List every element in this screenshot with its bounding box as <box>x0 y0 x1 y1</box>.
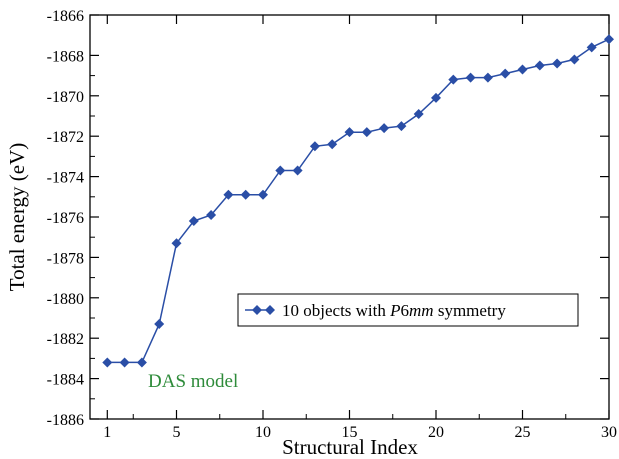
das-model-annotation: DAS model <box>148 371 238 392</box>
data-point-marker <box>119 357 130 368</box>
data-point-marker <box>465 72 476 83</box>
y-tick-label: -1868 <box>47 48 84 65</box>
data-point-marker <box>379 123 390 134</box>
x-tick-label: 10 <box>255 424 271 441</box>
y-tick-label: -1884 <box>47 372 84 389</box>
y-tick-label: -1870 <box>47 89 84 106</box>
x-tick-label: 30 <box>601 424 617 441</box>
data-point-marker <box>258 189 268 200</box>
data-point-marker <box>188 216 199 227</box>
data-point-marker <box>275 165 286 176</box>
legend: 10 objects with P6mm symmetry <box>237 293 579 327</box>
data-point-marker <box>569 54 580 65</box>
x-tick-label: 25 <box>515 424 531 441</box>
data-point-marker <box>292 165 303 176</box>
data-point-marker <box>604 34 614 45</box>
data-point-marker <box>482 72 493 83</box>
y-tick-label: -1866 <box>47 8 84 25</box>
data-point-marker <box>517 64 528 75</box>
y-tick-label: -1878 <box>47 250 84 267</box>
data-point-marker <box>136 357 147 368</box>
plot-frame <box>89 14 610 420</box>
x-axis-ticks: 1 5 10 15 20 25 30 <box>103 15 617 441</box>
data-point-marker <box>344 127 355 138</box>
data-point-marker <box>396 121 407 132</box>
data-point-marker <box>431 92 441 103</box>
data-point-marker <box>102 357 113 368</box>
legend-marker <box>252 305 262 315</box>
data-point-marker <box>206 209 217 220</box>
data-point-marker <box>309 141 320 152</box>
y-tick-label: -1880 <box>47 291 84 308</box>
x-tick-label: 20 <box>428 424 444 441</box>
x-tick-label: 1 <box>103 424 111 441</box>
data-point-marker <box>500 68 511 79</box>
data-point-marker <box>171 238 182 249</box>
x-tick-label: 5 <box>173 424 181 441</box>
data-point-marker <box>534 60 545 71</box>
series-layer <box>102 34 614 368</box>
data-point-marker <box>586 42 597 53</box>
y-tick-label: -1876 <box>47 210 84 227</box>
data-point-marker <box>448 74 459 85</box>
data-point-marker <box>327 139 338 150</box>
data-point-marker <box>361 127 372 138</box>
legend-label: 10 objects with P6mm symmetry <box>282 301 506 320</box>
data-point-marker <box>223 189 234 200</box>
data-point-marker <box>413 108 424 119</box>
x-tick-label: 15 <box>342 424 358 441</box>
legend-box <box>237 293 579 327</box>
y-axis-ticks: -1886 -1884 -1882 -1880 -1878 -1876 -1874 -1872… <box>47 8 609 429</box>
y-tick-label: -1872 <box>47 129 84 146</box>
y-tick-label: -1886 <box>47 412 84 429</box>
data-point-marker <box>552 58 563 69</box>
data-point-marker <box>154 319 165 330</box>
y-axis-label: Total energy (eV) <box>5 143 29 292</box>
y-tick-label: -1882 <box>47 331 84 348</box>
data-point-marker <box>240 189 251 200</box>
legend-marker <box>265 305 275 315</box>
y-tick-label: -1874 <box>47 170 84 187</box>
x-axis-label: Structural Index <box>282 435 418 459</box>
